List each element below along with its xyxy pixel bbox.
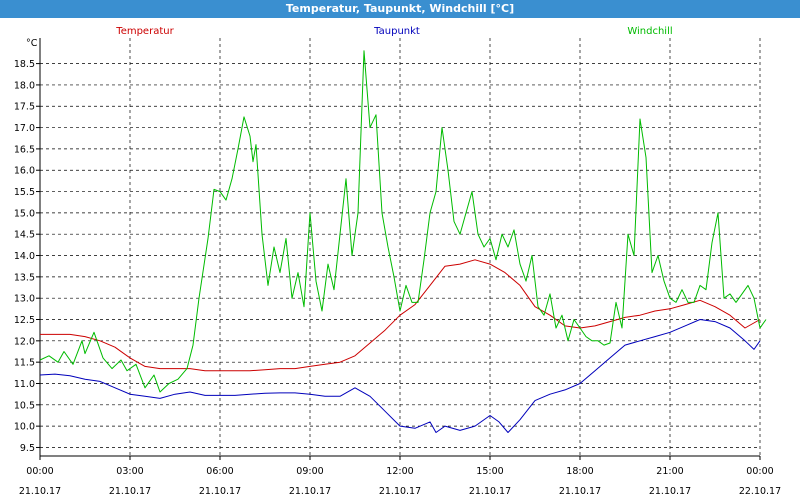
x-tick-time-label: 00:00 xyxy=(746,466,773,477)
legend: Temperatur Taupunkt Windchill xyxy=(115,26,672,37)
y-tick-label: 13.0 xyxy=(14,294,35,305)
x-tick-date-label: 21.10.17 xyxy=(559,486,601,497)
x-tick-time-label: 15:00 xyxy=(476,466,503,477)
y-tick-label: 9.5 xyxy=(20,443,35,454)
x-tick-labels: 00:00 21.10.17 03:00 21.10.17 06:00 21.10.17 0… xyxy=(19,466,781,497)
grid-lines xyxy=(39,38,761,456)
y-tick-label: 18.0 xyxy=(14,80,35,91)
x-tick-time-label: 12:00 xyxy=(386,466,413,477)
x-tick-date-label: 21.10.17 xyxy=(469,486,511,497)
y-tick-label: 11.0 xyxy=(14,379,35,390)
x-tick-date-label: 22.10.17 xyxy=(739,486,781,497)
y-tick-label: 10.5 xyxy=(14,400,35,411)
series-line-windchill xyxy=(39,50,767,393)
chart-background xyxy=(0,18,800,500)
x-tick-date-label: 21.10.17 xyxy=(19,486,61,497)
y-tick-label: 12.0 xyxy=(14,336,35,347)
y-tick-label: 15.5 xyxy=(14,187,35,198)
series-line-taupunkt xyxy=(39,319,761,433)
y-tick-labels: 9.5 10.0 10.5 11.0 11.5 12.0 12.5 13.0 13.5 14.0 1… xyxy=(14,59,35,454)
window-title: Temperatur, Taupunkt, Windchill [°C] xyxy=(285,2,515,15)
x-tick-date-label: 21.10.17 xyxy=(379,486,421,497)
legend-entry-temperatur: Temperatur xyxy=(115,26,174,37)
axes xyxy=(36,38,761,460)
y-tick-label: 16.5 xyxy=(14,144,35,155)
y-tick-label: 16.0 xyxy=(14,166,35,177)
y-tick-label: 14.5 xyxy=(14,230,35,241)
y-tick-label: 11.5 xyxy=(14,358,35,369)
y-tick-label: 17.0 xyxy=(14,123,35,134)
y-tick-label: 18.5 xyxy=(14,59,35,70)
window-title-bar: Temperatur, Taupunkt, Windchill [°C] xyxy=(0,0,800,18)
x-tick-date-label: 21.10.17 xyxy=(109,486,151,497)
y-tick-label: 13.5 xyxy=(14,272,35,283)
series-lines xyxy=(39,50,767,433)
weather-line-chart: 9.5 10.0 10.5 11.0 11.5 12.0 12.5 13.0 13.5 14.0 1… xyxy=(0,18,800,500)
x-tick-time-label: 03:00 xyxy=(116,466,143,477)
x-tick-date-label: 21.10.17 xyxy=(289,486,331,497)
x-tick-time-label: 06:00 xyxy=(206,466,233,477)
y-tick-label: 10.0 xyxy=(14,422,35,433)
x-tick-time-label: 21:00 xyxy=(656,466,683,477)
series-line-temperatur xyxy=(40,259,761,372)
y-tick-label: 17.5 xyxy=(14,102,35,113)
x-tick-date-label: 21.10.17 xyxy=(199,486,241,497)
x-tick-time-label: 18:00 xyxy=(566,466,593,477)
y-tick-label: 15.0 xyxy=(14,208,35,219)
x-tick-time-label: 00:00 xyxy=(26,466,53,477)
x-tick-time-label: 09:00 xyxy=(296,466,323,477)
y-axis-unit-label: °C xyxy=(26,38,38,49)
y-tick-label: 12.5 xyxy=(14,315,35,326)
x-tick-date-label: 21.10.17 xyxy=(649,486,691,497)
legend-entry-windchill: Windchill xyxy=(627,26,672,37)
y-tick-label: 14.0 xyxy=(14,251,35,262)
legend-entry-taupunkt: Taupunkt xyxy=(373,26,420,37)
